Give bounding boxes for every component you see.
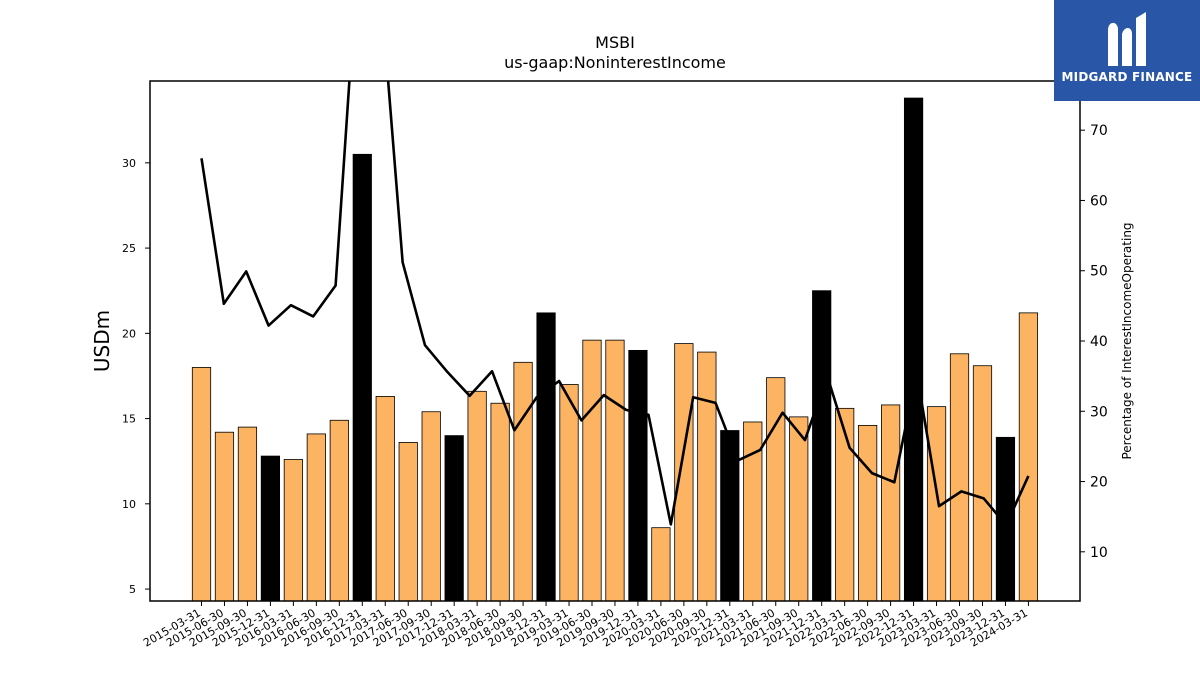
bar-2016-12-31	[352, 153, 372, 602]
bar-series	[191, 97, 1039, 602]
bar-2018-06-30	[490, 402, 510, 602]
bar-2017-06-30	[398, 442, 418, 602]
y-tick-label: 30	[122, 157, 136, 170]
bar-2016-09-30	[329, 419, 349, 602]
bar-2017-03-31	[375, 396, 395, 602]
bar-2019-09-30	[605, 339, 625, 602]
y-tick-label: 5	[129, 583, 136, 596]
bar-2020-06-30	[674, 343, 694, 602]
y-axis-label: USDm	[90, 310, 114, 372]
bar-2022-12-31	[903, 97, 924, 602]
bar-2018-09-30	[513, 361, 533, 602]
y2-axis-label: Percentage of InterestIncomeOperating	[1120, 222, 1134, 459]
x-axis: 2015-03-312015-06-302015-09-302015-12-31…	[141, 601, 1030, 650]
chart-title: MSBI	[595, 33, 635, 52]
bar-2022-06-30	[858, 424, 878, 602]
y-tick-label: 10	[122, 498, 136, 511]
bar-2021-06-30	[766, 377, 786, 602]
y-axis-left: 5 10 15 20 25 30	[122, 157, 150, 596]
y2-tick-label: 20	[1090, 475, 1108, 491]
bar-2024-03-31	[1018, 312, 1039, 602]
y-tick-label: 20	[122, 327, 136, 340]
bar-2016-03-31	[283, 459, 303, 602]
bar-2019-06-30	[582, 339, 602, 602]
bar-2023-09-30	[972, 365, 993, 602]
bar-2019-12-31	[628, 349, 648, 602]
chart-subtitle: us-gaap:NoninterestIncome	[504, 53, 726, 72]
y-tick-label: 25	[122, 242, 136, 255]
y2-tick-label: 70	[1090, 123, 1108, 139]
y-axis-right: 10 20 30 40 50 60 70	[1080, 123, 1108, 561]
bar-2020-09-30	[697, 351, 717, 602]
bar-2018-12-31	[536, 312, 556, 602]
bar-2016-06-30	[306, 433, 326, 602]
logo-text: MIDGARD FINANCE	[1061, 70, 1193, 84]
bar-2023-06-30	[949, 353, 970, 602]
bar-2015-12-31	[260, 455, 281, 602]
y2-tick-label: 30	[1090, 404, 1108, 420]
bar-2021-09-30	[789, 416, 809, 602]
bar-2022-09-30	[881, 404, 901, 602]
logo-mark-icon	[1108, 12, 1146, 66]
line-series	[200, 81, 1030, 527]
y2-tick-label: 50	[1090, 264, 1108, 280]
bar-2023-12-31	[995, 436, 1016, 602]
y2-tick-label: 10	[1090, 545, 1108, 561]
bar-2022-03-31	[835, 407, 855, 602]
bar-2015-03-31	[191, 367, 212, 602]
bar-2021-12-31	[812, 290, 832, 602]
bar-2021-03-31	[743, 421, 763, 602]
line-percentage-interest-income	[200, 81, 1030, 527]
bar-2017-12-31	[444, 435, 464, 602]
y2-tick-label: 40	[1090, 334, 1108, 350]
bar-2017-09-30	[421, 411, 441, 602]
bar-2015-09-30	[237, 426, 258, 602]
bar-2020-03-31	[651, 527, 671, 602]
bar-2018-03-31	[467, 390, 487, 602]
brand-logo: MIDGARD FINANCE	[1054, 0, 1200, 101]
bar-2015-06-30	[214, 431, 235, 602]
y-tick-label: 15	[122, 413, 136, 426]
y2-tick-label: 60	[1090, 193, 1108, 209]
bar-2019-03-31	[559, 384, 579, 602]
